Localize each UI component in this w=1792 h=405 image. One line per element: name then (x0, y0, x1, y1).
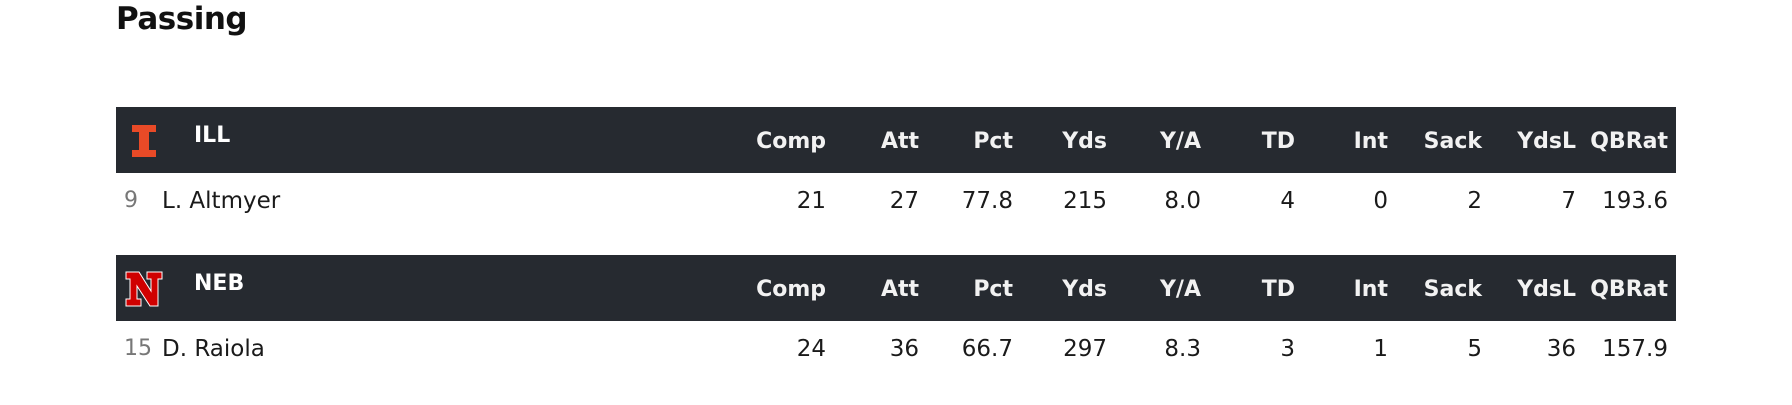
stat-yds: 297 (1063, 336, 1107, 362)
stat-td: 3 (1280, 336, 1295, 362)
column-header-sack[interactable]: Sack (1423, 129, 1482, 154)
column-header-ydsl[interactable]: YdsL (1517, 129, 1576, 154)
stat-yds: 215 (1063, 188, 1107, 214)
stat-qbrat: 157.9 (1602, 336, 1668, 362)
team-table-neb: NEB Comp Att Pct Yds Y/A TD Int Sack Yds… (116, 255, 1676, 377)
stat-int: 0 (1373, 188, 1388, 214)
column-header-qbrat[interactable]: QBRat (1590, 129, 1668, 154)
illinois-block-i-logo-icon (132, 125, 156, 157)
stat-att: 36 (889, 336, 919, 362)
stat-int: 1 (1373, 336, 1388, 362)
column-header-att[interactable]: Att (880, 129, 919, 154)
column-header-ya[interactable]: Y/A (1160, 277, 1201, 302)
stat-ya: 8.3 (1164, 336, 1201, 362)
column-header-pct[interactable]: Pct (973, 129, 1013, 154)
team-abbr: ILL (194, 123, 231, 148)
column-header-comp[interactable]: Comp (756, 129, 826, 154)
stat-td: 4 (1280, 188, 1295, 214)
column-header-td[interactable]: TD (1261, 277, 1295, 302)
stat-pct: 66.7 (961, 336, 1013, 362)
stat-comp: 21 (796, 188, 826, 214)
stat-att: 27 (889, 188, 919, 214)
stat-comp: 24 (796, 336, 826, 362)
column-header-yds[interactable]: Yds (1062, 277, 1107, 302)
column-header-int[interactable]: Int (1353, 129, 1388, 154)
column-header-comp[interactable]: Comp (756, 277, 826, 302)
team-abbr: NEB (194, 271, 245, 296)
player-row[interactable]: 9 L. Altmyer 21 27 77.8 215 8.0 4 0 2 7 … (116, 173, 1676, 229)
column-header-td[interactable]: TD (1261, 129, 1295, 154)
stat-ya: 8.0 (1164, 188, 1201, 214)
stat-sack: 2 (1467, 188, 1482, 214)
stat-ydsl: 36 (1546, 336, 1576, 362)
column-header-pct[interactable]: Pct (973, 277, 1013, 302)
column-header-yds[interactable]: Yds (1062, 129, 1107, 154)
section-title: Passing (116, 1, 248, 37)
nebraska-n-logo-icon (125, 271, 163, 307)
column-header-att[interactable]: Att (880, 277, 919, 302)
column-header-qbrat[interactable]: QBRat (1590, 277, 1668, 302)
player-name-link[interactable]: L. Altmyer (162, 188, 281, 214)
column-header-int[interactable]: Int (1353, 277, 1388, 302)
stat-qbrat: 193.6 (1602, 188, 1668, 214)
team-header-row: NEB Comp Att Pct Yds Y/A TD Int Sack Yds… (116, 255, 1676, 321)
jersey-number: 9 (124, 188, 138, 213)
jersey-number: 15 (124, 336, 152, 361)
stat-pct: 77.8 (961, 188, 1013, 214)
player-row[interactable]: 15 D. Raiola 24 36 66.7 297 8.3 3 1 5 36… (116, 321, 1676, 377)
column-header-ya[interactable]: Y/A (1160, 129, 1201, 154)
stat-sack: 5 (1467, 336, 1482, 362)
team-table-ill: ILL Comp Att Pct Yds Y/A TD Int Sack Yds… (116, 107, 1676, 229)
stat-ydsl: 7 (1561, 188, 1576, 214)
player-name-link[interactable]: D. Raiola (162, 336, 265, 362)
column-header-ydsl[interactable]: YdsL (1517, 277, 1576, 302)
team-header-row: ILL Comp Att Pct Yds Y/A TD Int Sack Yds… (116, 107, 1676, 173)
column-header-sack[interactable]: Sack (1423, 277, 1482, 302)
